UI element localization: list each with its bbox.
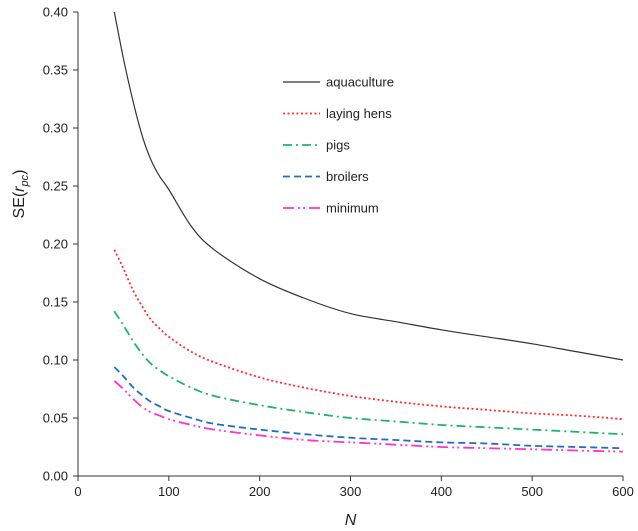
legend-label: minimum — [326, 201, 379, 216]
series-layer — [113, 11, 624, 453]
legend-label: aquaculture — [326, 75, 394, 90]
y-tick-label: 0.15 — [43, 295, 68, 310]
x-axis-title: N — [345, 512, 357, 529]
legend-label: broilers — [326, 169, 369, 184]
y-axis-title-var: r — [11, 186, 28, 192]
series-line-broilers — [113, 366, 624, 450]
x-tick-label: 600 — [612, 484, 634, 499]
x-tick-label: 300 — [340, 484, 362, 499]
y-axis-title-sub: pc — [19, 174, 31, 187]
y-axis-title-suffix: ) — [11, 170, 28, 175]
y-axis-title: SE(rpc) — [11, 170, 31, 219]
series-line-laying-hens — [113, 249, 624, 421]
x-tick-label: 500 — [521, 484, 543, 499]
legend: aquaculture laying hens pigs broilers minimu… — [283, 75, 394, 216]
y-tick-label: 0.10 — [43, 353, 68, 368]
y-axis-title-prefix: SE( — [11, 191, 28, 218]
y-tick-label: 0.30 — [43, 121, 68, 136]
x-axis-ticks: 0 100 200 300 400 500 600 — [74, 476, 634, 499]
legend-label: pigs — [326, 138, 350, 153]
x-tick-label: 400 — [430, 484, 452, 499]
y-tick-label: 0.20 — [43, 237, 68, 252]
x-tick-label: 200 — [249, 484, 271, 499]
y-tick-label: 0.00 — [43, 469, 68, 484]
legend-label: laying hens — [326, 106, 392, 121]
series-line-pigs — [113, 310, 624, 436]
x-tick-label: 0 — [74, 484, 81, 499]
y-axis-ticks: 0.00 0.05 0.10 0.15 0.20 0.25 0.30 0.35 0.40 — [43, 5, 78, 484]
y-tick-label: 0.05 — [43, 411, 68, 426]
series-line-minimum — [113, 380, 624, 453]
y-tick-label: 0.40 — [43, 5, 68, 20]
y-tick-label: 0.25 — [43, 179, 68, 194]
axes: 0 100 200 300 400 500 600 0.00 0.05 0.10 0.15 0.20… — [43, 5, 634, 500]
y-tick-label: 0.35 — [43, 63, 68, 78]
series-line-aquaculture — [113, 11, 624, 361]
x-tick-label: 100 — [158, 484, 180, 499]
